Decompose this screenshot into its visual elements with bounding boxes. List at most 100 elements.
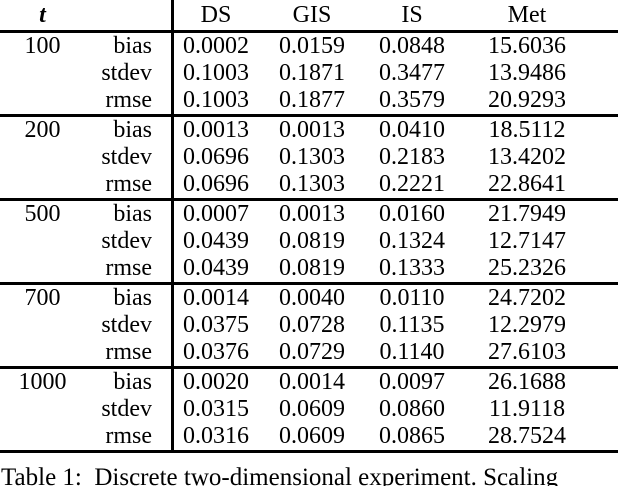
- cell-gis: 0.0013: [279, 201, 345, 227]
- cell-is: 0.0848: [379, 33, 445, 59]
- cell-ds: 0.0315: [183, 396, 249, 422]
- cell-ds: 0.0439: [183, 255, 249, 281]
- cell-met: 13.9486: [488, 60, 566, 86]
- cell-ds: 0.0376: [183, 339, 249, 365]
- horizontal-rule: [0, 282, 618, 285]
- cell-is: 0.2221: [379, 171, 445, 197]
- cell-is: 0.1333: [379, 255, 445, 281]
- table-row: 100 bias 0.0002 0.0159 0.0848 15.6036: [0, 33, 620, 60]
- t-column-header: t: [39, 2, 46, 28]
- cell-gis: 0.1303: [279, 144, 345, 170]
- cell-is: 0.1324: [379, 228, 445, 254]
- cell-ds: 0.0696: [183, 171, 249, 197]
- cell-gis: 0.1877: [279, 87, 345, 113]
- table-row: rmse 0.0439 0.0819 0.1333 25.2326: [0, 255, 620, 282]
- table-row: stdev 0.0375 0.0728 0.1135 12.2979: [0, 312, 620, 339]
- stat-label: stdev: [101, 144, 152, 170]
- cell-ds: 0.0002: [183, 33, 249, 59]
- t-value: 500: [24, 201, 61, 227]
- cell-is: 0.0097: [379, 369, 445, 395]
- cell-met: 24.7202: [488, 285, 566, 311]
- table-row: rmse 0.0376 0.0729 0.1140 27.6103: [0, 339, 620, 366]
- t-value: 100: [24, 33, 61, 59]
- cell-ds: 0.0007: [183, 201, 249, 227]
- table-row: 1000 bias 0.0020 0.0014 0.0097 26.1688: [0, 369, 620, 396]
- cell-is: 0.0410: [379, 117, 445, 143]
- column-header-met: Met: [507, 2, 547, 28]
- cell-gis: 0.0609: [279, 396, 345, 422]
- stat-label: bias: [113, 117, 152, 143]
- cell-is: 0.0110: [379, 285, 445, 311]
- cell-ds: 0.0439: [183, 228, 249, 254]
- cell-is: 0.0160: [379, 201, 445, 227]
- cell-is: 0.1135: [379, 312, 445, 338]
- vertical-rule: [171, 0, 174, 453]
- table-row: stdev 0.1003 0.1871 0.3477 13.9486: [0, 60, 620, 87]
- cell-met: 28.7524: [488, 423, 566, 449]
- horizontal-rule: [0, 30, 618, 33]
- cell-met: 12.7147: [488, 228, 566, 254]
- cell-is: 0.3579: [379, 87, 445, 113]
- table-row: 500 bias 0.0007 0.0013 0.0160 21.7949: [0, 201, 620, 228]
- cell-is: 0.0865: [379, 423, 445, 449]
- cell-met: 12.2979: [488, 312, 566, 338]
- table-caption: Table 1: Discrete two-dimensional experi…: [1, 464, 559, 486]
- stat-label: bias: [113, 285, 152, 311]
- cell-gis: 0.1303: [279, 171, 345, 197]
- column-header-ds: DS: [200, 2, 232, 28]
- cell-gis: 0.0014: [279, 369, 345, 395]
- cell-ds: 0.0696: [183, 144, 249, 170]
- stat-label: rmse: [105, 255, 152, 281]
- cell-gis: 0.0819: [279, 228, 345, 254]
- column-header-gis: GIS: [292, 2, 332, 28]
- cell-is: 0.2183: [379, 144, 445, 170]
- cell-ds: 0.0316: [183, 423, 249, 449]
- horizontal-rule: [0, 198, 618, 201]
- table-row: rmse 0.0316 0.0609 0.0865 28.7524: [0, 423, 620, 450]
- table-header-row: t DS GIS IS Met: [0, 0, 620, 30]
- cell-gis: 0.1871: [279, 60, 345, 86]
- cell-gis: 0.0040: [279, 285, 345, 311]
- table-row: rmse 0.1003 0.1877 0.3579 20.9293: [0, 87, 620, 114]
- table-row: rmse 0.0696 0.1303 0.2221 22.8641: [0, 171, 620, 198]
- stat-label: rmse: [105, 339, 152, 365]
- cell-gis: 0.0728: [279, 312, 345, 338]
- cell-ds: 0.0014: [183, 285, 249, 311]
- cell-met: 20.9293: [488, 87, 566, 113]
- horizontal-rule: [0, 114, 618, 117]
- table-row: stdev 0.0439 0.0819 0.1324 12.7147: [0, 228, 620, 255]
- t-value: 1000: [18, 369, 67, 395]
- cell-met: 22.8641: [488, 171, 566, 197]
- cell-met: 27.6103: [488, 339, 566, 365]
- table-row: 700 bias 0.0014 0.0040 0.0110 24.7202: [0, 285, 620, 312]
- cell-is: 0.0860: [379, 396, 445, 422]
- cell-gis: 0.0159: [279, 33, 345, 59]
- horizontal-rule: [0, 366, 618, 369]
- stat-label: bias: [113, 33, 152, 59]
- stat-label: rmse: [105, 87, 152, 113]
- stat-label: rmse: [105, 171, 152, 197]
- cell-met: 21.7949: [488, 201, 566, 227]
- cell-met: 13.4202: [488, 144, 566, 170]
- cell-met: 25.2326: [488, 255, 566, 281]
- cell-gis: 0.0729: [279, 339, 345, 365]
- column-header-is: IS: [401, 2, 423, 28]
- cell-gis: 0.0013: [279, 117, 345, 143]
- cell-ds: 0.0013: [183, 117, 249, 143]
- stat-label: stdev: [101, 60, 152, 86]
- stat-label: stdev: [101, 396, 152, 422]
- cell-met: 26.1688: [488, 369, 566, 395]
- table-row: stdev 0.0315 0.0609 0.0860 11.9118: [0, 396, 620, 423]
- horizontal-rule: [0, 450, 618, 453]
- cell-met: 15.6036: [488, 33, 566, 59]
- cell-gis: 0.0819: [279, 255, 345, 281]
- t-value: 700: [24, 285, 61, 311]
- table-row: 200 bias 0.0013 0.0013 0.0410 18.5112: [0, 117, 620, 144]
- stat-label: stdev: [101, 312, 152, 338]
- stat-label: bias: [113, 201, 152, 227]
- cell-ds: 0.0375: [183, 312, 249, 338]
- stat-label: rmse: [105, 423, 152, 449]
- cell-is: 0.1140: [379, 339, 445, 365]
- cell-met: 18.5112: [488, 117, 566, 143]
